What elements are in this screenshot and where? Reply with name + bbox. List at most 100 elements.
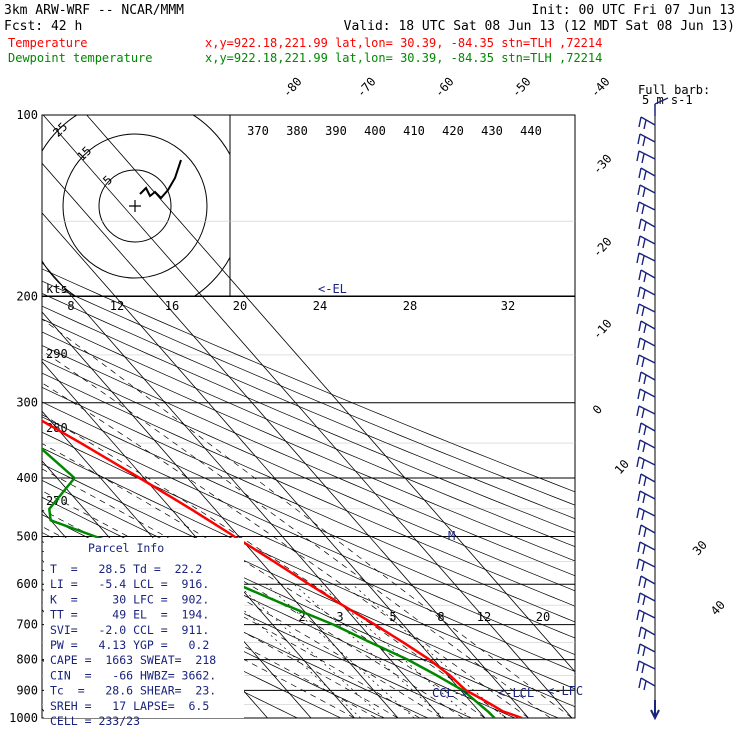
wind-barb (637, 541, 656, 555)
parcel-info-title: Parcel Info (88, 541, 164, 555)
wind-barb (638, 575, 656, 589)
wind-barb (637, 235, 656, 249)
wind-barb (636, 405, 656, 419)
wind-barb (638, 371, 656, 385)
wind-barb (637, 643, 656, 657)
theta-label: 410 (403, 124, 425, 138)
barb-legend-title: Full barb: (638, 83, 710, 97)
parcel-info-row: CIN = -66 HWBZ= 3662. (50, 668, 216, 682)
barb-legend-value: 5 m s-1 (642, 93, 693, 107)
legend-dewpoint-name: Dewpoint temperature (8, 51, 153, 65)
wind-barb (638, 422, 656, 436)
wind-speed-label: 16 (165, 299, 179, 313)
parcel-info-row: SVI= -2.0 CCL = 911. (50, 623, 209, 637)
pressure-label: 500 (16, 529, 38, 543)
wind-speed-label: 28 (403, 299, 417, 313)
isotherm-label: -40 (588, 75, 613, 100)
wind-barb (636, 252, 656, 266)
mixing-ratio-label: 20 (536, 610, 550, 624)
parcel-info-box (44, 538, 244, 718)
wind-barb (637, 133, 656, 147)
wind-speed-label: 8 (67, 299, 74, 313)
pressure-label: 1000 (9, 711, 38, 725)
forecast-hour: Fcst: 42 h (4, 19, 82, 34)
pressure-label: 800 (16, 653, 38, 667)
isotherm-label: 40 (708, 598, 728, 618)
wind-barb (636, 558, 656, 572)
wind-barb (636, 456, 656, 470)
wind-speed-label: 12 (110, 299, 124, 313)
pressure-label: 600 (16, 577, 38, 591)
wind-speed-label: 24 (313, 299, 327, 313)
mixing-ratio-label: 8 (437, 610, 444, 624)
wind-barb (636, 303, 656, 317)
theta-label: 420 (442, 124, 464, 138)
isotherm-label: -20 (590, 235, 615, 260)
mixing-ratio-label: 5 (389, 610, 396, 624)
isotherm-label: -70 (354, 75, 379, 100)
wind-barb (650, 700, 660, 721)
theta-label: 440 (520, 124, 542, 138)
pressure-label: 400 (16, 471, 38, 485)
isotherm-label: -50 (509, 75, 534, 100)
parcel-info-row: TT = 49 EL = 194. (50, 608, 209, 622)
theta-label: 370 (247, 124, 269, 138)
wind-barb (638, 524, 656, 538)
wind-barb (638, 473, 656, 487)
isotherm-label: -60 (432, 75, 457, 100)
isotherm-label: -10 (590, 317, 615, 342)
theta-label: 380 (286, 124, 308, 138)
temperature-line (42, 419, 523, 718)
parcel-info-row: CAPE = 1663 SWEAT= 218 (50, 653, 216, 667)
isotherm-label: 10 (612, 457, 632, 477)
dewpoint-line (42, 447, 496, 718)
wind-barb (638, 320, 656, 334)
wind-barb (637, 286, 656, 300)
hodo-ring-label: 5 (100, 173, 115, 188)
wind-barb (637, 490, 656, 504)
legend-dewpoint-info: x,y=922.18,221.99 lat,lon= 30.39, -84.35… (205, 51, 602, 65)
wind-speed-label: 20 (233, 299, 247, 313)
lfc-marker: <-LFC (547, 684, 583, 698)
wind-barb (636, 201, 656, 215)
mixing-ratio-label: 3 (336, 610, 343, 624)
wind-barb (637, 337, 656, 351)
theta-label: 290 (46, 347, 68, 361)
wind-barb (638, 677, 656, 691)
barb-legend-icon (654, 97, 669, 116)
wind-barb (637, 592, 656, 606)
wind-barbs (636, 116, 660, 721)
isotherm-label: 30 (690, 538, 710, 558)
theta-label: 390 (325, 124, 347, 138)
wind-barb (638, 167, 656, 181)
mixing-ratio-label: 2 (298, 610, 305, 624)
pressure-label: 700 (16, 618, 38, 632)
wind-barb (636, 609, 656, 623)
wind-barb (636, 507, 656, 521)
wind-barb (637, 439, 656, 453)
parcel-info-rows: T = 28.5 Td = 22.2LI = -5.4 LCL = 916.K … (50, 562, 216, 728)
isotherm-label: 0 (590, 402, 605, 417)
legend-temperature-name: Temperature (8, 36, 87, 50)
legend-temperature-info: x,y=922.18,221.99 lat,lon= 30.39, -84.35… (205, 36, 602, 50)
wind-speed-label: 32 (501, 299, 515, 313)
wind-barb (636, 660, 656, 674)
parcel-info-row: Tc = 28.6 SHEAR= 23. (50, 684, 216, 698)
pressure-label: 900 (16, 683, 38, 697)
mixing-ratio-label: 12 (477, 610, 491, 624)
wind-speed-labels: 8 12 16 20 24 28 32 (67, 299, 515, 313)
ccl-marker: CCL-> (432, 686, 468, 700)
valid-time: Valid: 18 UTC Sat 08 Jun 13 (12 MDT Sat … (344, 19, 735, 34)
parcel-info-row: T = 28.5 Td = 22.2 (50, 562, 202, 576)
wind-barb (637, 184, 656, 198)
lcl-marker: <-LCL (498, 686, 534, 700)
parcel-info-row: LI = -5.4 LCL = 916. (50, 577, 209, 591)
sounding-series (42, 419, 523, 718)
isotherm-label: -80 (280, 75, 305, 100)
parcel-info-row: PW = 4.13 YGP = 0.2 (50, 638, 209, 652)
hodo-ring-label: 25 (50, 120, 70, 140)
parcel-info-row: K = 30 LFC = 902. (50, 592, 209, 606)
wind-barb (638, 218, 656, 232)
wind-barb (637, 388, 656, 402)
